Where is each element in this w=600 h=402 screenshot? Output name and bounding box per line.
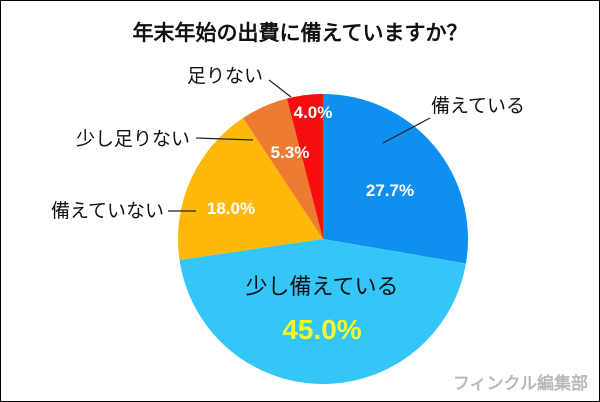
data-label-somewhat-prepared: 45.0% bbox=[282, 314, 361, 345]
category-label-short: 足りない bbox=[187, 65, 263, 87]
chart-title: 年末年始の出費に備えていますか？ bbox=[133, 21, 468, 45]
slice-labels: 27.7% 備えている 45.0% 少し備えている 18.0% 備えていない 5.3% 少し足… bbox=[51, 65, 525, 345]
category-label-somewhat-short: 少し足りない bbox=[76, 128, 190, 150]
pie-slice-somewhat-prepared bbox=[179, 239, 466, 385]
leader-line-somewhat-short bbox=[195, 137, 254, 141]
leader-line-short bbox=[268, 79, 292, 98]
pie-slice-not-prepared bbox=[177, 118, 323, 260]
pie-slice-prepared bbox=[323, 94, 469, 264]
pie-slice-somewhat-short bbox=[243, 98, 323, 239]
data-label-prepared: 27.7% bbox=[366, 181, 414, 200]
watermark: フィンクル編集部 bbox=[453, 373, 588, 394]
category-label-somewhat-prepared: 少し備えている bbox=[246, 275, 399, 300]
category-label-not-prepared: 備えていない bbox=[51, 200, 164, 222]
data-label-somewhat-short: 5.3% bbox=[271, 143, 310, 162]
category-label-prepared: 備えている bbox=[431, 95, 525, 117]
pie-slice-short bbox=[286, 94, 323, 239]
leader-lines bbox=[168, 79, 431, 212]
data-label-short: 4.0% bbox=[294, 103, 333, 122]
data-label-not-prepared: 18.0% bbox=[207, 199, 255, 218]
leader-line-prepared bbox=[382, 117, 431, 144]
pie-slices bbox=[177, 94, 469, 385]
